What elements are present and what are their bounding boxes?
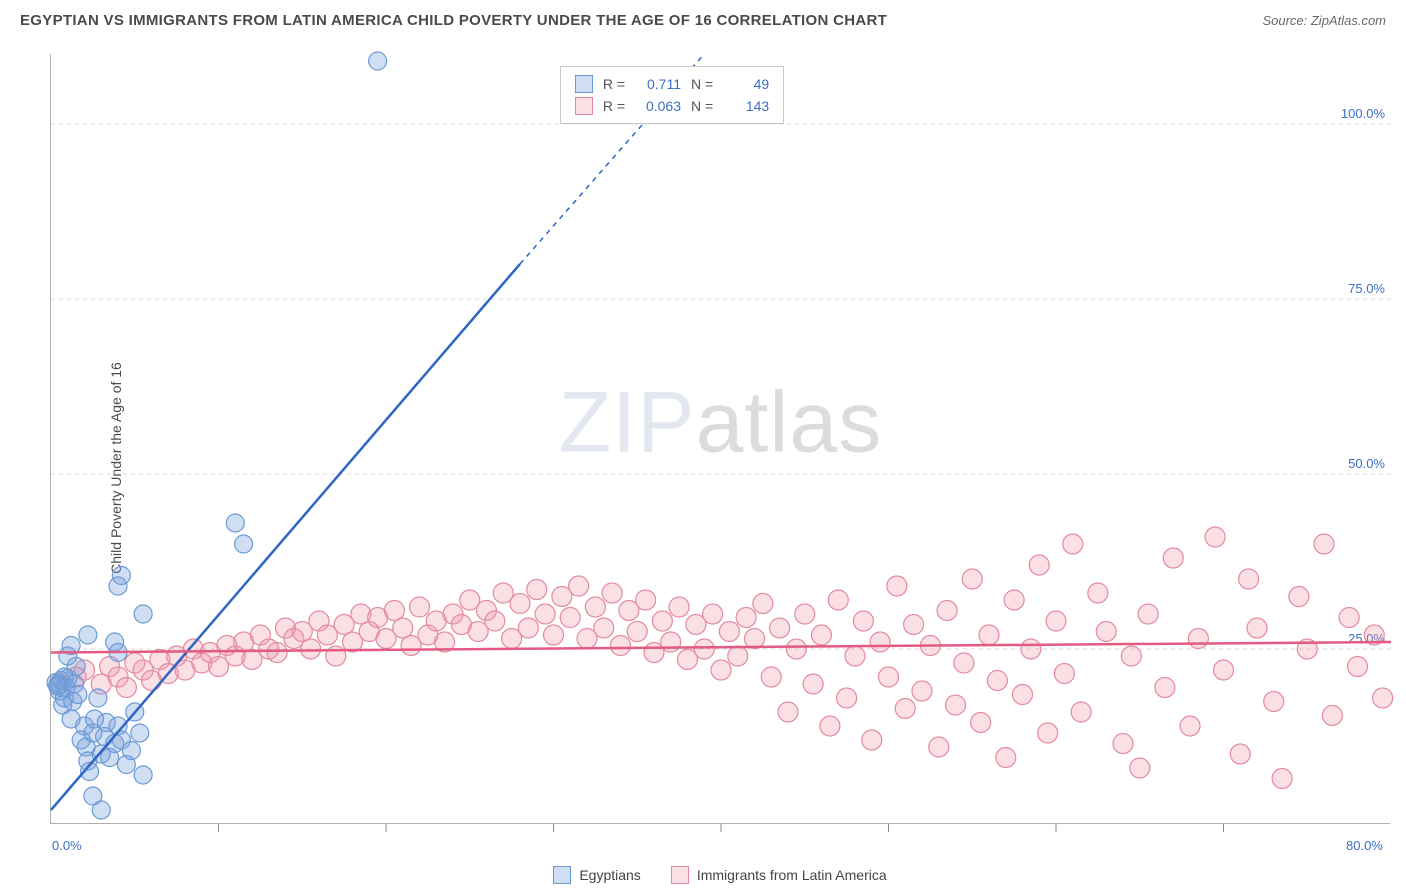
- n-value-a: 49: [723, 76, 769, 92]
- legend-item-a: Egyptians: [553, 866, 640, 884]
- stats-row-b: R = 0.063 N = 143: [575, 95, 769, 117]
- chart-container: Child Poverty Under the Age of 16 ZIPatl…: [0, 44, 1406, 892]
- x-max-label: 80.0%: [1346, 838, 1383, 853]
- r-value-a: 0.711: [635, 76, 681, 92]
- r-value-b: 0.063: [635, 98, 681, 114]
- bottom-legend: Egyptians Immigrants from Latin America: [50, 858, 1390, 892]
- legend-label-b: Immigrants from Latin America: [697, 867, 887, 883]
- legend-swatch-a: [553, 866, 571, 884]
- n-label-b: N =: [691, 98, 713, 114]
- stats-row-a: R = 0.711 N = 49: [575, 73, 769, 95]
- source-attribution: Source: ZipAtlas.com: [1262, 13, 1386, 28]
- legend-item-b: Immigrants from Latin America: [671, 866, 887, 884]
- legend-swatch-b: [671, 866, 689, 884]
- svg-text:100.0%: 100.0%: [1341, 106, 1386, 121]
- swatch-series-b: [575, 97, 593, 115]
- plot-svg: 25.0%50.0%75.0%100.0%: [51, 54, 1390, 823]
- n-value-b: 143: [723, 98, 769, 114]
- legend-label-a: Egyptians: [579, 867, 640, 883]
- n-label-a: N =: [691, 76, 713, 92]
- chart-header: EGYPTIAN VS IMMIGRANTS FROM LATIN AMERIC…: [0, 0, 1406, 37]
- correlation-stats-box: R = 0.711 N = 49 R = 0.063 N = 143: [560, 66, 784, 124]
- r-label-a: R =: [603, 76, 625, 92]
- svg-text:50.0%: 50.0%: [1348, 456, 1385, 471]
- plot-area: ZIPatlas 25.0%50.0%75.0%100.0% R = 0.711…: [50, 54, 1390, 824]
- swatch-series-a: [575, 75, 593, 93]
- chart-title: EGYPTIAN VS IMMIGRANTS FROM LATIN AMERIC…: [20, 12, 887, 29]
- x-origin-label: 0.0%: [52, 838, 82, 853]
- svg-text:75.0%: 75.0%: [1348, 281, 1385, 296]
- r-label-b: R =: [603, 98, 625, 114]
